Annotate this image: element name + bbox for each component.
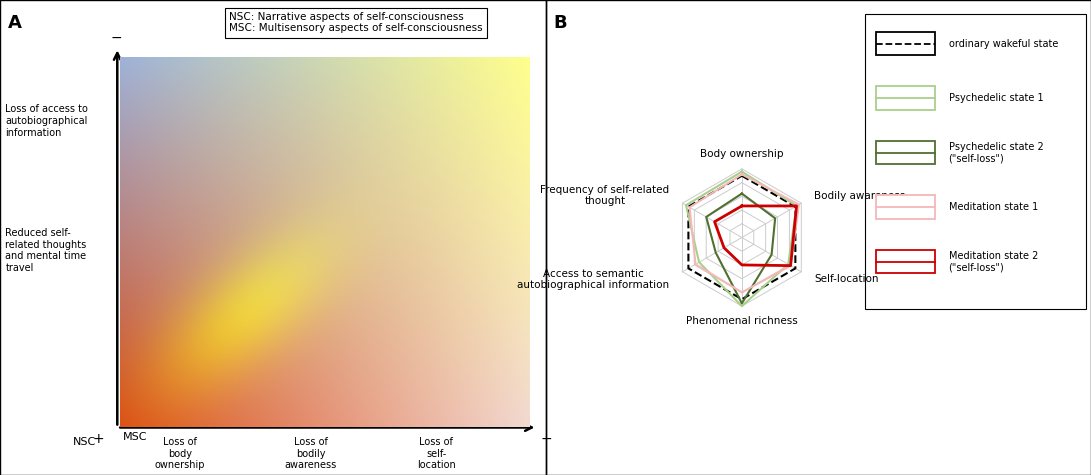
Text: Loss of
bodily
awareness: Loss of bodily awareness	[285, 437, 337, 470]
Bar	[876, 250, 935, 274]
Text: NSC: NSC	[73, 437, 96, 447]
Text: A: A	[9, 14, 22, 32]
Bar	[876, 32, 935, 56]
Text: Loss of
body
ownership: Loss of body ownership	[155, 437, 205, 470]
Text: +: +	[92, 432, 104, 446]
Text: ordinary wakeful state: ordinary wakeful state	[948, 38, 1058, 49]
Text: Reduced self-
related thoughts
and mental time
travel: Reduced self- related thoughts and menta…	[5, 228, 86, 273]
Text: Access to semantic
autobiographical information: Access to semantic autobiographical info…	[517, 268, 670, 290]
Bar	[876, 141, 935, 164]
Bar	[876, 195, 935, 219]
Text: narrative
self-loss: narrative self-loss	[135, 105, 192, 133]
Text: Loss of access to
autobiographical
information: Loss of access to autobiographical infor…	[5, 104, 88, 138]
Text: −: −	[110, 31, 122, 45]
Text: Psychedelic state 2
("self-loss"): Psychedelic state 2 ("self-loss")	[948, 142, 1043, 163]
Text: Self-location: Self-location	[814, 275, 879, 285]
Text: B: B	[554, 14, 567, 32]
Text: Frequency of self-related
thought: Frequency of self-related thought	[540, 185, 670, 207]
Text: total
self-loss: total self-loss	[411, 105, 461, 133]
Text: Meditation state 1: Meditation state 1	[948, 202, 1038, 212]
Bar	[876, 86, 935, 110]
Text: NSC: Narrative aspects of self-consciousness
MSC: Multisensory aspects of self-c: NSC: Narrative aspects of self-conscious…	[229, 12, 482, 33]
Text: multisensory
self-loss: multisensory self-loss	[412, 357, 493, 384]
Text: Meditation state 2
("self-loss"): Meditation state 2 ("self-loss")	[948, 251, 1038, 273]
Text: −: −	[540, 432, 552, 446]
Text: Bodily awareness: Bodily awareness	[814, 190, 906, 200]
Text: Psychedelic state 1: Psychedelic state 1	[948, 93, 1043, 103]
Text: MSC: MSC	[122, 432, 147, 442]
Text: Loss of
self-
location: Loss of self- location	[417, 437, 456, 470]
Text: Phenomenal richness: Phenomenal richness	[686, 316, 798, 326]
Text: Body ownership: Body ownership	[700, 149, 783, 159]
